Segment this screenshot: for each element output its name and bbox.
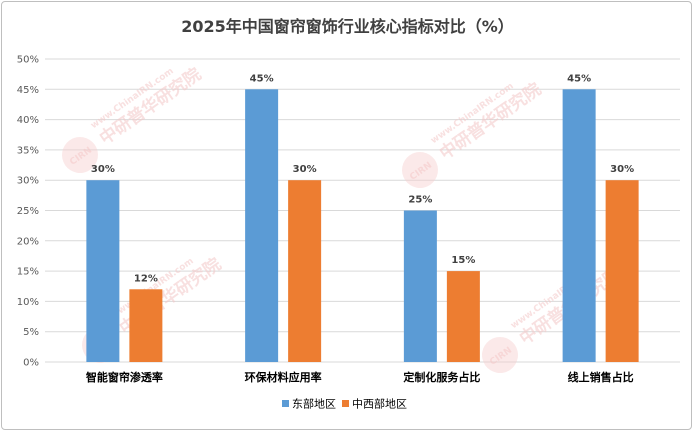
data-label: 25% [408,195,432,206]
y-tick-label: 30% [17,176,39,187]
bar[interactable] [129,289,163,362]
bar[interactable] [245,89,279,363]
data-label: 15% [451,255,475,266]
data-labels: 30% 12% 45% 30% 25% 15% 45% 30% [91,73,634,284]
y-tick-label: 40% [17,115,39,126]
bar[interactable] [562,89,596,363]
data-label: 45% [567,73,591,84]
data-label: 30% [91,164,115,175]
data-label: 30% [293,164,317,175]
y-tick-label: 15% [17,267,39,278]
legend-swatch [342,400,349,407]
data-label: 45% [250,73,274,84]
legend-label: 东部地区 [292,397,336,411]
legend: 东部地区 中西部地区 [282,397,407,411]
y-tick-label: 45% [17,85,39,96]
x-category-label: 线上销售占比 [568,370,634,384]
y-tick-label: 35% [17,145,39,156]
legend-label: 中西部地区 [352,397,407,411]
data-label: 12% [134,273,158,284]
y-tick-label: 50% [17,55,39,66]
x-category-label: 智能窗帘渗透率 [86,370,163,384]
bar[interactable] [288,180,322,362]
bar[interactable] [446,271,480,362]
bar[interactable] [605,180,639,362]
y-tick-label: 5% [23,327,39,338]
bar[interactable] [403,210,437,363]
legend-swatch [282,400,289,407]
y-tick-label: 0% [23,358,39,369]
watermark-logo-icon [62,137,98,173]
y-tick-label: 10% [17,297,39,308]
y-tick-label: 20% [17,236,39,247]
y-tick-label: 25% [17,206,39,217]
x-category-label: 定制化服务占比 [403,370,480,384]
y-axis-ticks: 0% 5% 10% 15% 20% 25% 30% 35% 40% 45% 50% [17,55,39,369]
x-axis-categories: 智能窗帘渗透率 环保材料应用率 定制化服务占比 线上销售占比 [86,370,634,384]
data-label: 30% [610,164,634,175]
bar[interactable] [86,180,120,362]
x-category-label: 环保材料应用率 [245,370,322,384]
bars [86,89,639,363]
watermark-logo-icon [482,337,518,373]
chart-title: 2025年中国窗帘窗饰行业核心指标对比（%） [181,17,514,36]
watermark-logo-icon [402,152,438,188]
